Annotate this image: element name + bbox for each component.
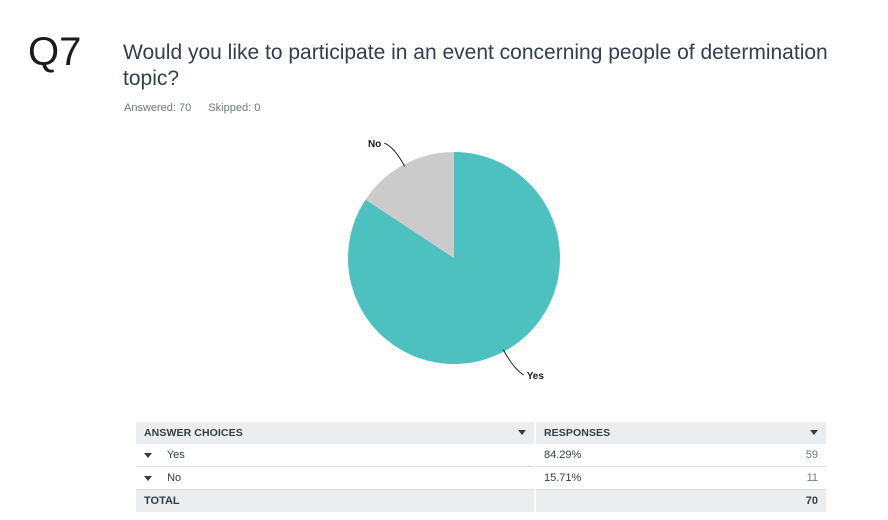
table-row: Yes 84.29% 59 [136, 444, 826, 467]
total-row: TOTAL 70 [136, 489, 826, 512]
question-number: Q7 [28, 30, 82, 74]
pie-chart: Yes No [348, 139, 560, 382]
response-percent: 15.71% [533, 466, 727, 490]
pie-slice-no [365, 152, 454, 258]
response-count: 11 [726, 466, 826, 490]
skipped-count: Skipped: 0 [208, 102, 261, 114]
answer-choices-header[interactable]: ANSWER CHOICES [136, 422, 535, 444]
total-label: TOTAL [136, 489, 535, 512]
response-count: 59 [726, 444, 826, 467]
slice-label-no: No [368, 139, 381, 150]
answer-choices-header-label: ANSWER CHOICES [144, 427, 243, 439]
table-row: No 15.71% 11 [136, 466, 826, 490]
slice-label-yes: Yes [527, 371, 545, 382]
answer-choice-label: Yes [166, 449, 185, 461]
leader-line-no [384, 142, 406, 167]
answered-count: Answered: 70 [124, 102, 192, 114]
answer-choice-label: No [167, 472, 182, 484]
answer-choice-cell: Yes [136, 444, 535, 467]
responses-header[interactable]: RESPONSES [534, 422, 826, 444]
answer-choice-cell: No [136, 466, 535, 490]
responses-table: ANSWER CHOICES RESPONSES Yes 84.29% 59 N… [136, 422, 826, 512]
expand-caret-icon[interactable] [144, 452, 152, 458]
expand-caret-icon[interactable] [144, 475, 152, 481]
sort-caret-icon[interactable] [810, 430, 818, 435]
total-count: 70 [726, 489, 826, 512]
total-spacer [533, 489, 727, 512]
response-percent: 84.29% [533, 444, 727, 467]
question-title: Would you like to participate in an even… [123, 41, 828, 90]
sort-caret-icon[interactable] [518, 430, 526, 435]
responses-header-label: RESPONSES [544, 427, 611, 439]
leader-line-yes [502, 349, 524, 376]
response-meta: Answered: 70 Skipped: 0 [124, 102, 274, 114]
